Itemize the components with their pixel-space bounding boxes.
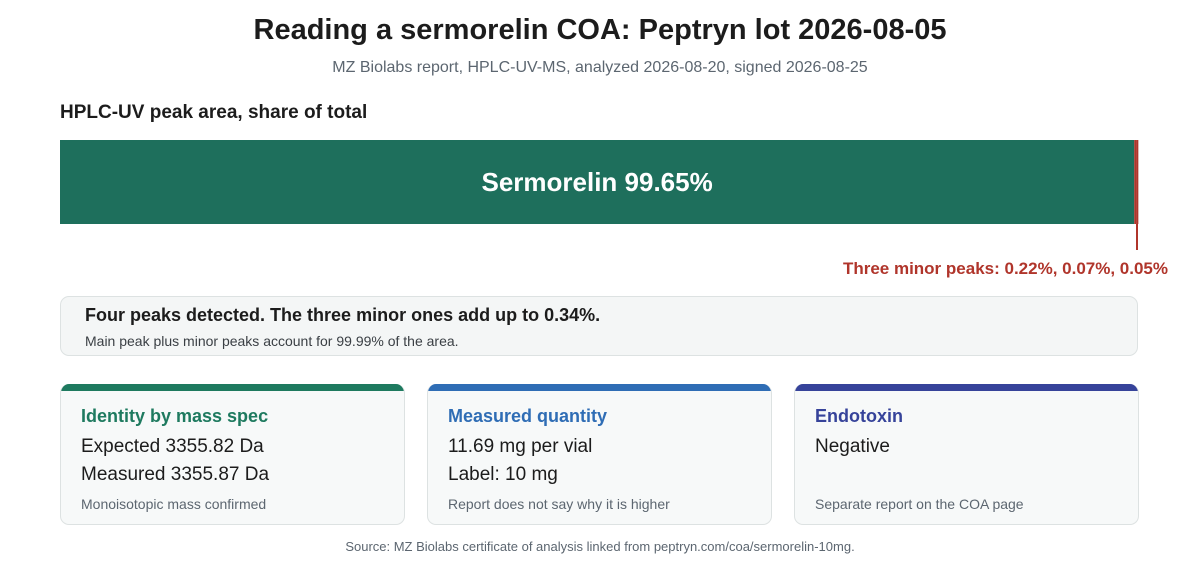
bar-minor-peak-3 <box>1137 140 1139 224</box>
peak-area-chart: Sermorelin 99.65% Three minor peaks: 0.22… <box>60 140 1168 278</box>
bar-sermorelin <box>60 140 1135 224</box>
identity-expected-mass: Expected 3355.82 Da <box>81 436 264 457</box>
bar-minor-peak-1 <box>1134 140 1137 224</box>
quantity-card-title: Measured quantity <box>448 406 608 426</box>
bar-label-sermorelin: Sermorelin 99.65% <box>481 167 712 197</box>
chart-title: Reading a sermorelin COA: Peptryn lot 20… <box>253 14 947 46</box>
quantity-label: Label: 10 mg <box>448 464 558 485</box>
endotoxin-card: Endotoxin Negative Separate report on th… <box>794 384 1139 525</box>
endotoxin-card-footnote: Separate report on the COA page <box>815 496 1024 512</box>
source-note: Source: MZ Biolabs certificate of analys… <box>345 539 855 554</box>
summary-headline: Four peaks detected. The three minor one… <box>85 305 601 325</box>
bar-minor-peak-2 <box>1136 140 1138 224</box>
summary-box: Four peaks detected. The three minor one… <box>60 296 1138 356</box>
identity-measured-mass: Measured 3355.87 Da <box>81 464 270 485</box>
identity-card-title: Identity by mass spec <box>81 406 269 426</box>
section-label: HPLC-UV peak area, share of total <box>60 102 368 123</box>
identity-card: Identity by mass spec Expected 3355.82 D… <box>60 384 405 525</box>
endotoxin-card-title: Endotoxin <box>815 406 903 426</box>
minor-peaks-annotation: Three minor peaks: 0.22%, 0.07%, 0.05% <box>843 259 1168 278</box>
identity-card-accent <box>61 384 404 391</box>
chart-subtitle: MZ Biolabs report, HPLC-UV-MS, analyzed … <box>332 59 868 76</box>
summary-detail: Main peak plus minor peaks account for 9… <box>85 333 459 349</box>
identity-card-footnote: Monoisotopic mass confirmed <box>81 496 267 512</box>
quantity-card-accent <box>428 384 771 391</box>
endotoxin-card-accent <box>795 384 1138 391</box>
quantity-card: Measured quantity 11.69 mg per vial Labe… <box>427 384 772 525</box>
quantity-measured: 11.69 mg per vial <box>448 436 593 457</box>
endotoxin-result: Negative <box>815 436 890 457</box>
quantity-card-footnote: Report does not say why it is higher <box>448 496 670 512</box>
